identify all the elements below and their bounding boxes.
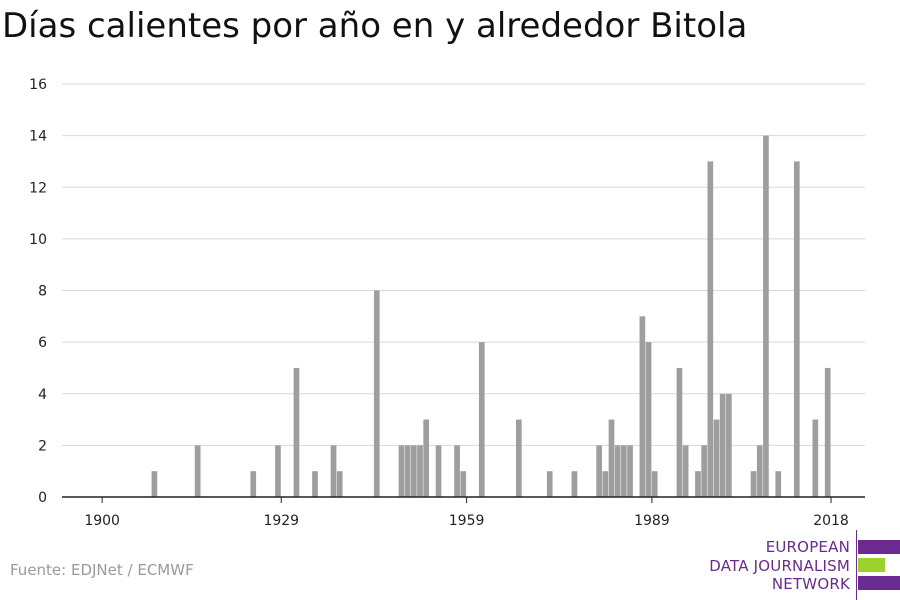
bar-1990 (651, 471, 658, 497)
bar-1984 (614, 445, 621, 498)
y-tick-label-2: 2 (38, 438, 47, 454)
logo-purple-bar-bottom (858, 576, 900, 590)
bar-1953 (423, 419, 430, 497)
bar-1994 (676, 367, 683, 497)
bar-2016 (812, 419, 819, 497)
bar-2013 (793, 161, 800, 497)
x-tick-label-1959: 1959 (449, 513, 485, 529)
bar-1958 (454, 445, 460, 498)
bar-1989 (645, 342, 652, 498)
x-axis-tick-labels: 1900 1929 1959 1989 2018 (84, 513, 849, 529)
y-tick-label-10: 10 (29, 232, 47, 248)
bar-1977 (571, 471, 578, 497)
bar-2001 (719, 393, 726, 497)
logo-line-3: NETWORK (771, 575, 850, 593)
x-tick-label-1929: 1929 (263, 513, 299, 529)
bar-1935 (312, 471, 318, 497)
bar-1999 (707, 161, 714, 497)
bar-1955 (435, 445, 442, 498)
bar-1968 (516, 419, 522, 497)
bar-1962 (478, 342, 485, 498)
bar-1998 (701, 445, 707, 498)
bar-2010 (775, 471, 782, 497)
bar-1981 (596, 445, 602, 498)
bar-1995 (682, 445, 689, 498)
x-tick-label-1989: 1989 (634, 513, 670, 529)
x-axis-ticks (101, 497, 832, 503)
bar-1988 (639, 316, 646, 497)
bar-2018 (824, 367, 831, 497)
chart-title: Días calientes por año en y alrededor Bi… (2, 6, 748, 46)
bars (151, 135, 831, 498)
logo-purple-bar-top (858, 540, 900, 554)
bar-1986 (627, 445, 633, 498)
source-note: Fuente: EDJNet / ECMWF (10, 561, 194, 579)
bar-2008 (763, 135, 769, 498)
y-tick-label-16: 16 (29, 77, 47, 93)
grid-lines (62, 83, 865, 446)
logo-green-bar (858, 558, 885, 572)
bar-1952 (417, 445, 423, 498)
bar-2006 (750, 471, 757, 497)
bar-1938 (330, 445, 337, 498)
bar-1939 (336, 471, 343, 497)
logo-line-1: EUROPEAN (765, 538, 850, 556)
y-tick-label-12: 12 (29, 180, 47, 196)
edjnet-logo[interactable]: EUROPEAN DATA JOURNALISM NETWORK (700, 530, 900, 600)
bar-2007 (756, 445, 763, 498)
bar-1916 (194, 445, 201, 498)
y-tick-label-14: 14 (29, 129, 47, 145)
bar-1982 (602, 471, 609, 497)
bar-1929 (275, 445, 281, 498)
bar-1951 (411, 445, 417, 498)
logo-line-2: DATA JOURNALISM (709, 557, 850, 575)
bar-1985 (621, 445, 627, 498)
bar-1909 (151, 471, 158, 497)
bar-1932 (293, 367, 300, 497)
bar-1950 (404, 445, 411, 498)
bar-1973 (546, 471, 553, 497)
bar-2002 (726, 393, 732, 497)
y-tick-label-6: 6 (38, 335, 47, 351)
bar-1925 (250, 471, 257, 497)
bar-2000 (713, 419, 720, 497)
logo-divider (856, 530, 857, 600)
bar-1997 (695, 471, 701, 497)
y-tick-label-0: 0 (38, 490, 47, 506)
x-tick-label-1900: 1900 (84, 513, 120, 529)
y-axis-tick-labels: 0 2 4 6 8 10 12 14 16 (29, 77, 47, 506)
y-tick-label-4: 4 (38, 387, 47, 403)
y-tick-label-8: 8 (38, 284, 47, 300)
bar-1949 (398, 445, 405, 498)
x-tick-label-2018: 2018 (813, 513, 849, 529)
bar-1959 (460, 471, 467, 497)
bar-1945 (373, 290, 380, 497)
bar-1983 (608, 419, 615, 497)
